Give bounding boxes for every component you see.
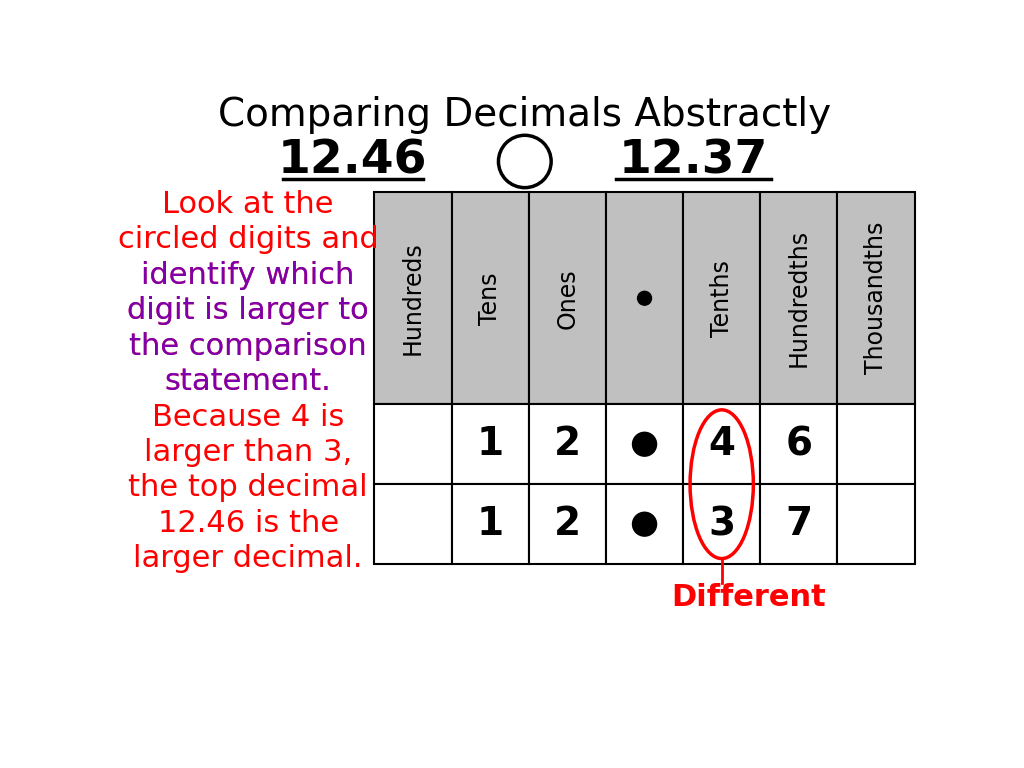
Circle shape <box>638 291 651 305</box>
Bar <box>375 484 452 564</box>
Text: larger than 3,: larger than 3, <box>144 438 352 467</box>
Bar <box>760 484 838 564</box>
Text: circled digits and: circled digits and <box>118 226 379 254</box>
Text: Comparing Decimals Abstractly: Comparing Decimals Abstractly <box>218 96 831 134</box>
Bar <box>375 192 452 404</box>
Text: the top decimal: the top decimal <box>128 473 368 502</box>
Bar <box>760 404 838 484</box>
Bar <box>528 404 606 484</box>
Bar <box>375 404 452 484</box>
Circle shape <box>633 512 656 536</box>
Text: 4: 4 <box>709 425 735 463</box>
Text: digit is larger to: digit is larger to <box>127 296 369 326</box>
Text: Tenths: Tenths <box>710 260 734 336</box>
Text: 2: 2 <box>554 505 581 543</box>
Bar <box>452 404 528 484</box>
Text: Tens: Tens <box>478 272 502 325</box>
Text: Hundreds: Hundreds <box>401 241 425 355</box>
Text: 12.37: 12.37 <box>620 139 768 184</box>
Circle shape <box>633 432 656 456</box>
Text: 12.46 is the: 12.46 is the <box>158 509 339 538</box>
Text: Because 4 is: Because 4 is <box>152 402 344 432</box>
Bar <box>683 404 760 484</box>
Text: 2: 2 <box>554 425 581 463</box>
Text: larger decimal.: larger decimal. <box>133 545 362 573</box>
Bar <box>452 192 528 404</box>
Text: digit is larger to: digit is larger to <box>127 296 369 326</box>
Bar <box>606 484 683 564</box>
Text: 12.46: 12.46 <box>278 139 427 184</box>
Bar <box>838 404 914 484</box>
Text: identify which: identify which <box>141 261 354 290</box>
Bar <box>452 484 528 564</box>
Bar <box>683 192 760 404</box>
Bar <box>760 192 838 404</box>
Bar <box>606 404 683 484</box>
Text: statement.: statement. <box>165 367 332 396</box>
Text: Ones: Ones <box>555 268 580 329</box>
Text: the comparison: the comparison <box>129 332 367 361</box>
Bar <box>838 484 914 564</box>
Text: 1: 1 <box>476 425 504 463</box>
Text: Thousandths: Thousandths <box>864 222 888 375</box>
Text: Look at the: Look at the <box>163 190 334 219</box>
Bar <box>606 192 683 404</box>
Text: the comparison: the comparison <box>129 332 367 361</box>
Text: Different: Different <box>672 583 826 612</box>
Bar <box>838 192 914 404</box>
Bar <box>683 484 760 564</box>
Text: Hundredths: Hundredths <box>786 229 811 367</box>
Text: 7: 7 <box>785 505 812 543</box>
Text: statement.: statement. <box>165 367 332 396</box>
Bar <box>528 484 606 564</box>
Text: 3: 3 <box>709 505 735 543</box>
Text: 6: 6 <box>785 425 812 463</box>
Bar <box>528 192 606 404</box>
Text: identify which: identify which <box>141 261 354 290</box>
Text: 1: 1 <box>476 505 504 543</box>
